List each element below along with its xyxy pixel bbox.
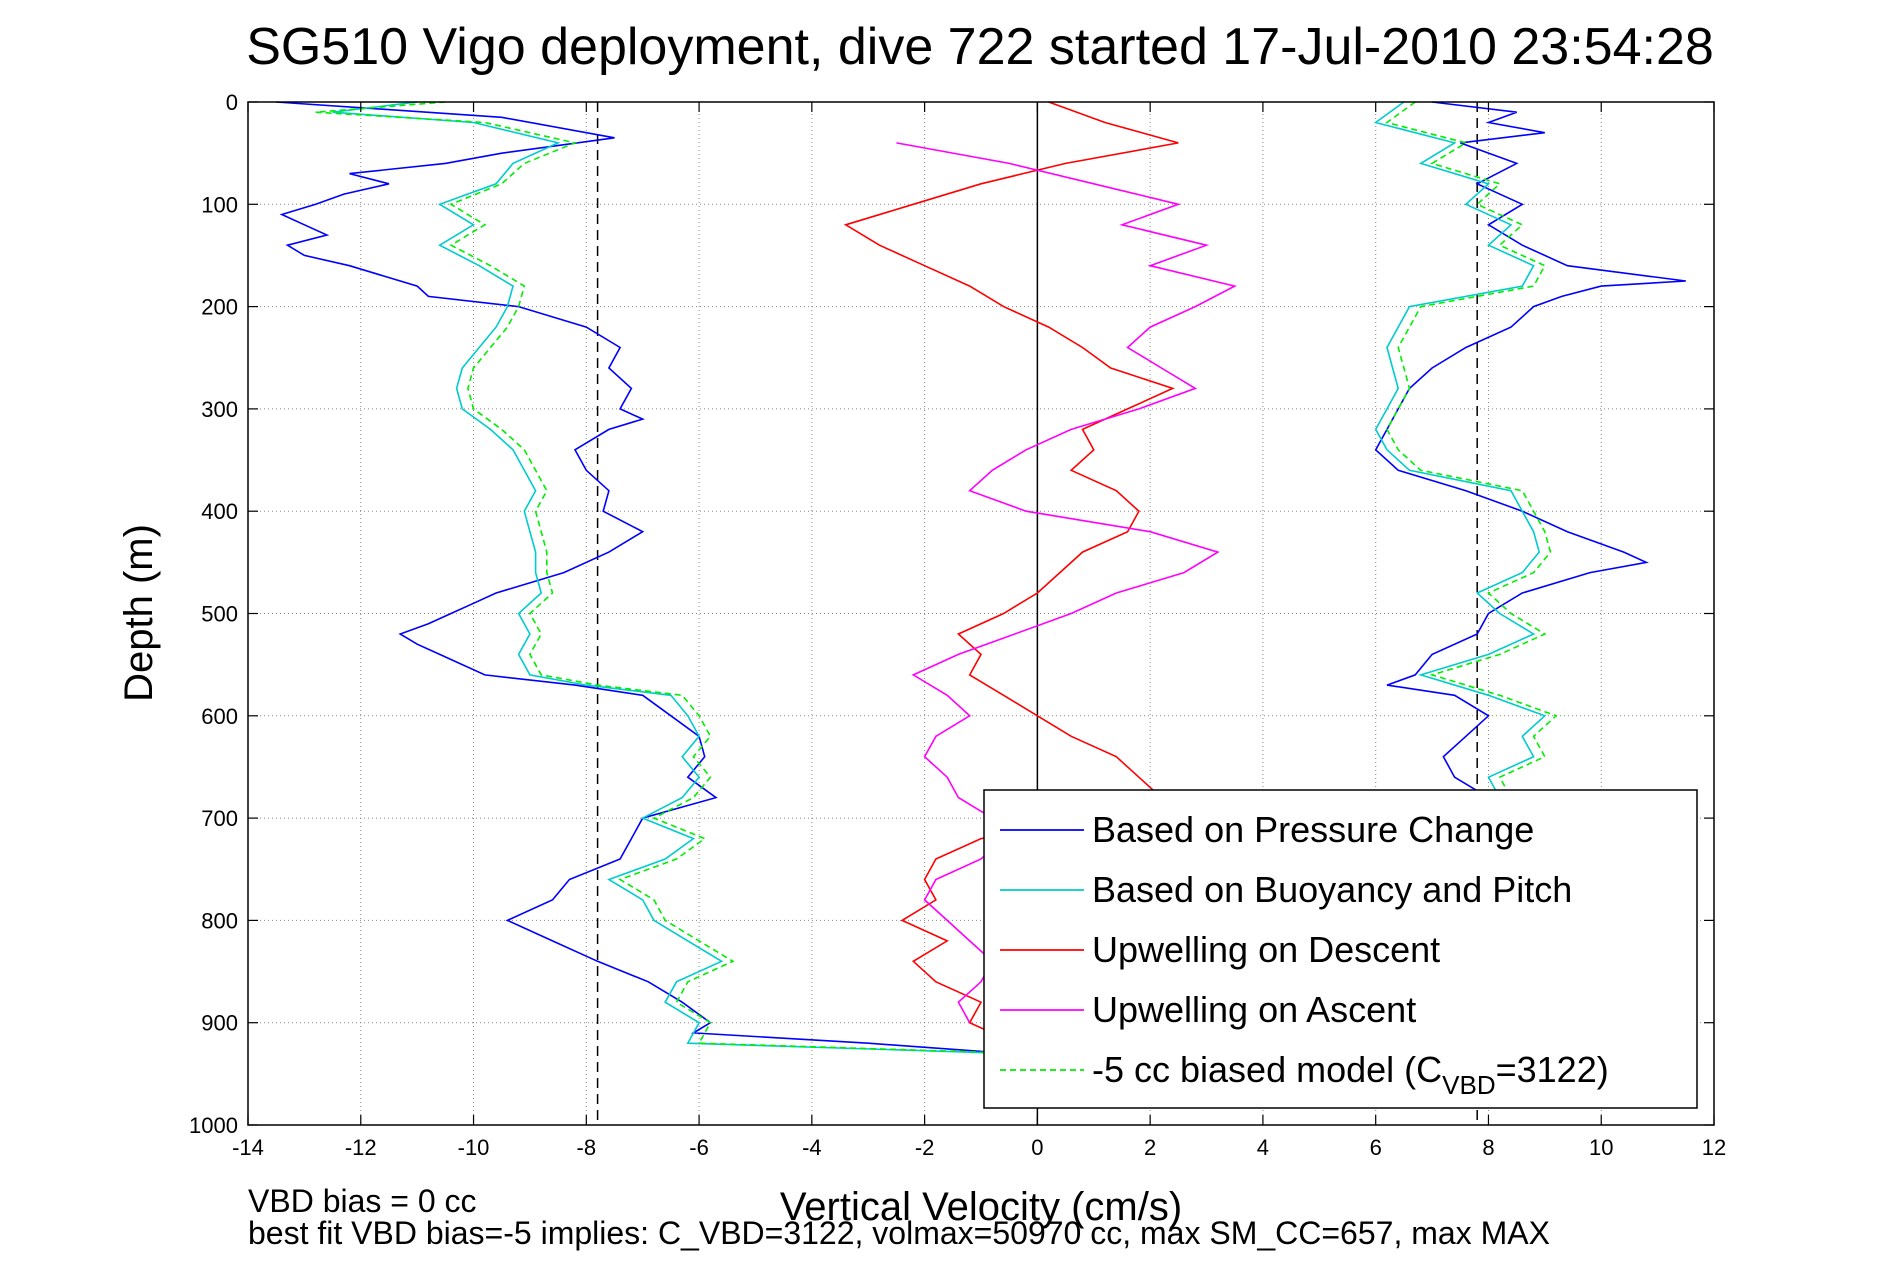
y-tick-label: 800 <box>201 908 238 933</box>
y-tick-label: 600 <box>201 704 238 729</box>
legend-label: Based on Buoyancy and Pitch <box>1092 869 1572 910</box>
series-line-1 <box>276 101 1010 1055</box>
y-tick-label: 200 <box>201 295 238 320</box>
y-tick-label: 700 <box>201 806 238 831</box>
legend-label: Based on Pressure Change <box>1092 809 1534 850</box>
legend-label: Upwelling on Descent <box>1092 929 1440 970</box>
y-axis-label: Depth (m) <box>117 524 161 702</box>
data-series <box>276 101 1686 1055</box>
x-axis-ticks: -14 -12 -10 -8 -6 -4 -2 0 2 4 6 8 10 12 <box>232 102 1726 1160</box>
series-line-2 <box>1373 101 1547 819</box>
y-tick-label: 500 <box>201 602 238 627</box>
series-line-2 <box>332 101 1010 1055</box>
x-tick-label: 4 <box>1257 1135 1269 1160</box>
legend-label: Upwelling on Ascent <box>1092 989 1416 1030</box>
footnote-vbd-bias: VBD bias = 0 cc <box>248 1183 477 1219</box>
x-tick-label: 0 <box>1031 1135 1043 1160</box>
footnote-best-fit: best fit VBD bias=-5 implies: C_VBD=3122… <box>248 1215 1550 1251</box>
x-tick-label: -10 <box>458 1135 490 1160</box>
x-tick-label: 8 <box>1482 1135 1494 1160</box>
y-tick-label: 0 <box>226 90 238 115</box>
x-tick-label: -14 <box>232 1135 264 1160</box>
x-tick-label: -6 <box>689 1135 709 1160</box>
y-tick-label: 100 <box>201 192 238 217</box>
x-tick-label: -8 <box>577 1135 597 1160</box>
x-axis-label: Vertical Velocity (cm/s) <box>780 1185 1182 1229</box>
legend-label: -5 cc biased model (CVBD=3122) <box>1092 1049 1609 1100</box>
y-tick-label: 900 <box>201 1011 238 1036</box>
legend: Based on Pressure Change Based on Buoyanc… <box>983 789 1698 1109</box>
x-tick-label: -12 <box>345 1135 377 1160</box>
series-line-5 <box>315 101 1021 1055</box>
x-tick-label: 12 <box>1702 1135 1726 1160</box>
series-line-3 <box>843 101 1179 1044</box>
series-line-5 <box>1385 101 1558 819</box>
y-tick-label: 1000 <box>189 1113 238 1138</box>
legend-box <box>983 789 1698 1109</box>
x-tick-label: -2 <box>915 1135 935 1160</box>
x-tick-label: -4 <box>802 1135 822 1160</box>
y-tick-label: 300 <box>201 397 238 422</box>
series-line-4 <box>896 142 1237 1024</box>
y-tick-label: 400 <box>201 499 238 524</box>
x-tick-label: 10 <box>1589 1135 1613 1160</box>
x-tick-label: 2 <box>1144 1135 1156 1160</box>
x-tick-label: 6 <box>1370 1135 1382 1160</box>
y-axis-ticks: 0 100 200 300 400 500 600 700 800 900 1000 <box>189 90 1714 1138</box>
chart-title: SG510 Vigo deployment, dive 722 started … <box>246 18 1714 76</box>
